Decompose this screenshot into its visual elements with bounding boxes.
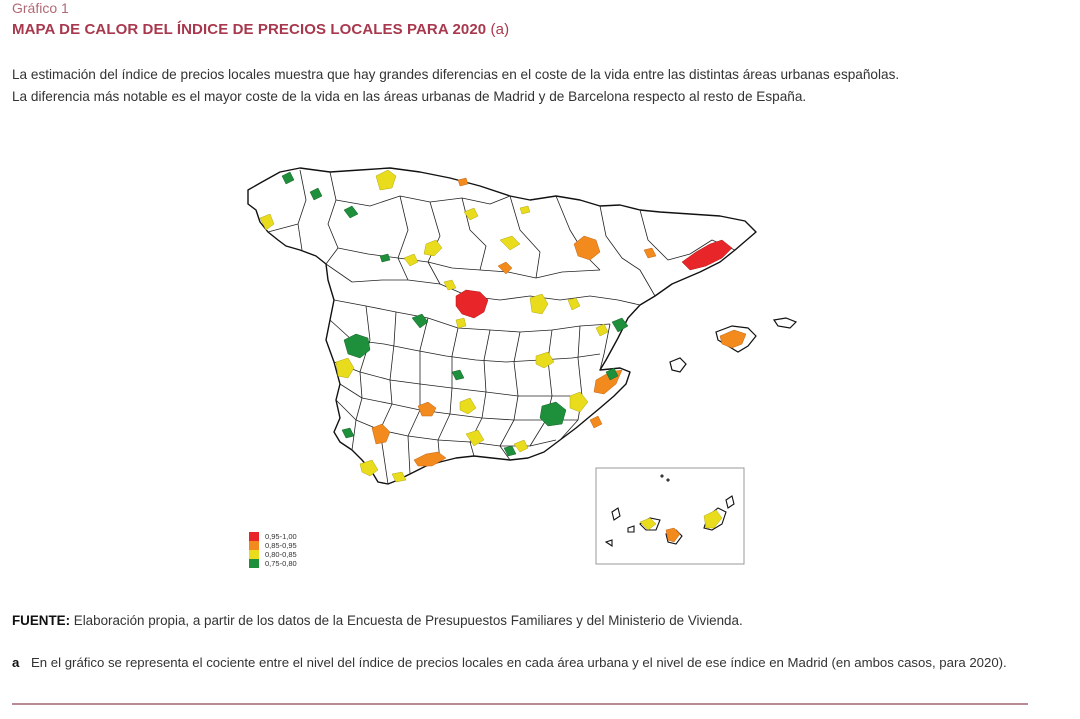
intro-paragraph: La estimación del índice de precios loca… [12, 64, 1062, 108]
legend-swatch [249, 532, 259, 541]
legend-swatch [249, 559, 259, 568]
figure-title-suffix: (a) [490, 21, 510, 38]
legend-item: 0,85-0,95 [249, 541, 297, 550]
legend-label: 0,95-1,00 [265, 532, 297, 541]
legend-item: 0,75-0,80 [249, 559, 297, 568]
intro-line-1: La estimación del índice de precios loca… [12, 67, 900, 82]
peninsula-outline [247, 167, 757, 485]
figure-label: Gráfico 1 [12, 0, 69, 16]
urban-areas-095-100 [455, 239, 733, 319]
urban-areas-080-085 [259, 169, 723, 531]
legend-label: 0,85-0,95 [265, 541, 297, 550]
figure-title: MAPA DE CALOR DEL ÍNDICE DE PRECIOS LOCA… [12, 21, 509, 38]
legend-item: 0,95-1,00 [249, 532, 297, 541]
legend-item: 0,80-0,85 [249, 550, 297, 559]
source-label: FUENTE: [12, 613, 71, 628]
source-text: Elaboración propia, a partir de los dato… [73, 613, 743, 628]
legend-swatch [249, 550, 259, 559]
footnote: a En el gráfico se representa el cocient… [12, 653, 1052, 672]
legend-swatch [249, 541, 259, 550]
source-line: FUENTE: Elaboración propia, a partir de … [12, 613, 743, 628]
urban-areas-085-095 [371, 177, 747, 543]
figure-title-text: MAPA DE CALOR DEL ÍNDICE DE PRECIOS LOCA… [12, 21, 487, 38]
intro-line-2: La diferencia más notable es el mayor co… [12, 89, 807, 104]
bottom-rule [12, 703, 1028, 705]
footnote-letter: a [12, 655, 20, 670]
map-legend: 0,95-1,00 0,85-0,95 0,80-0,85 0,75-0,80 [249, 532, 297, 568]
legend-label: 0,80-0,85 [265, 550, 297, 559]
urban-areas-075-080 [281, 171, 629, 457]
footnote-text: En el gráfico se representa el cociente … [31, 655, 1007, 670]
legend-label: 0,75-0,80 [265, 559, 297, 568]
